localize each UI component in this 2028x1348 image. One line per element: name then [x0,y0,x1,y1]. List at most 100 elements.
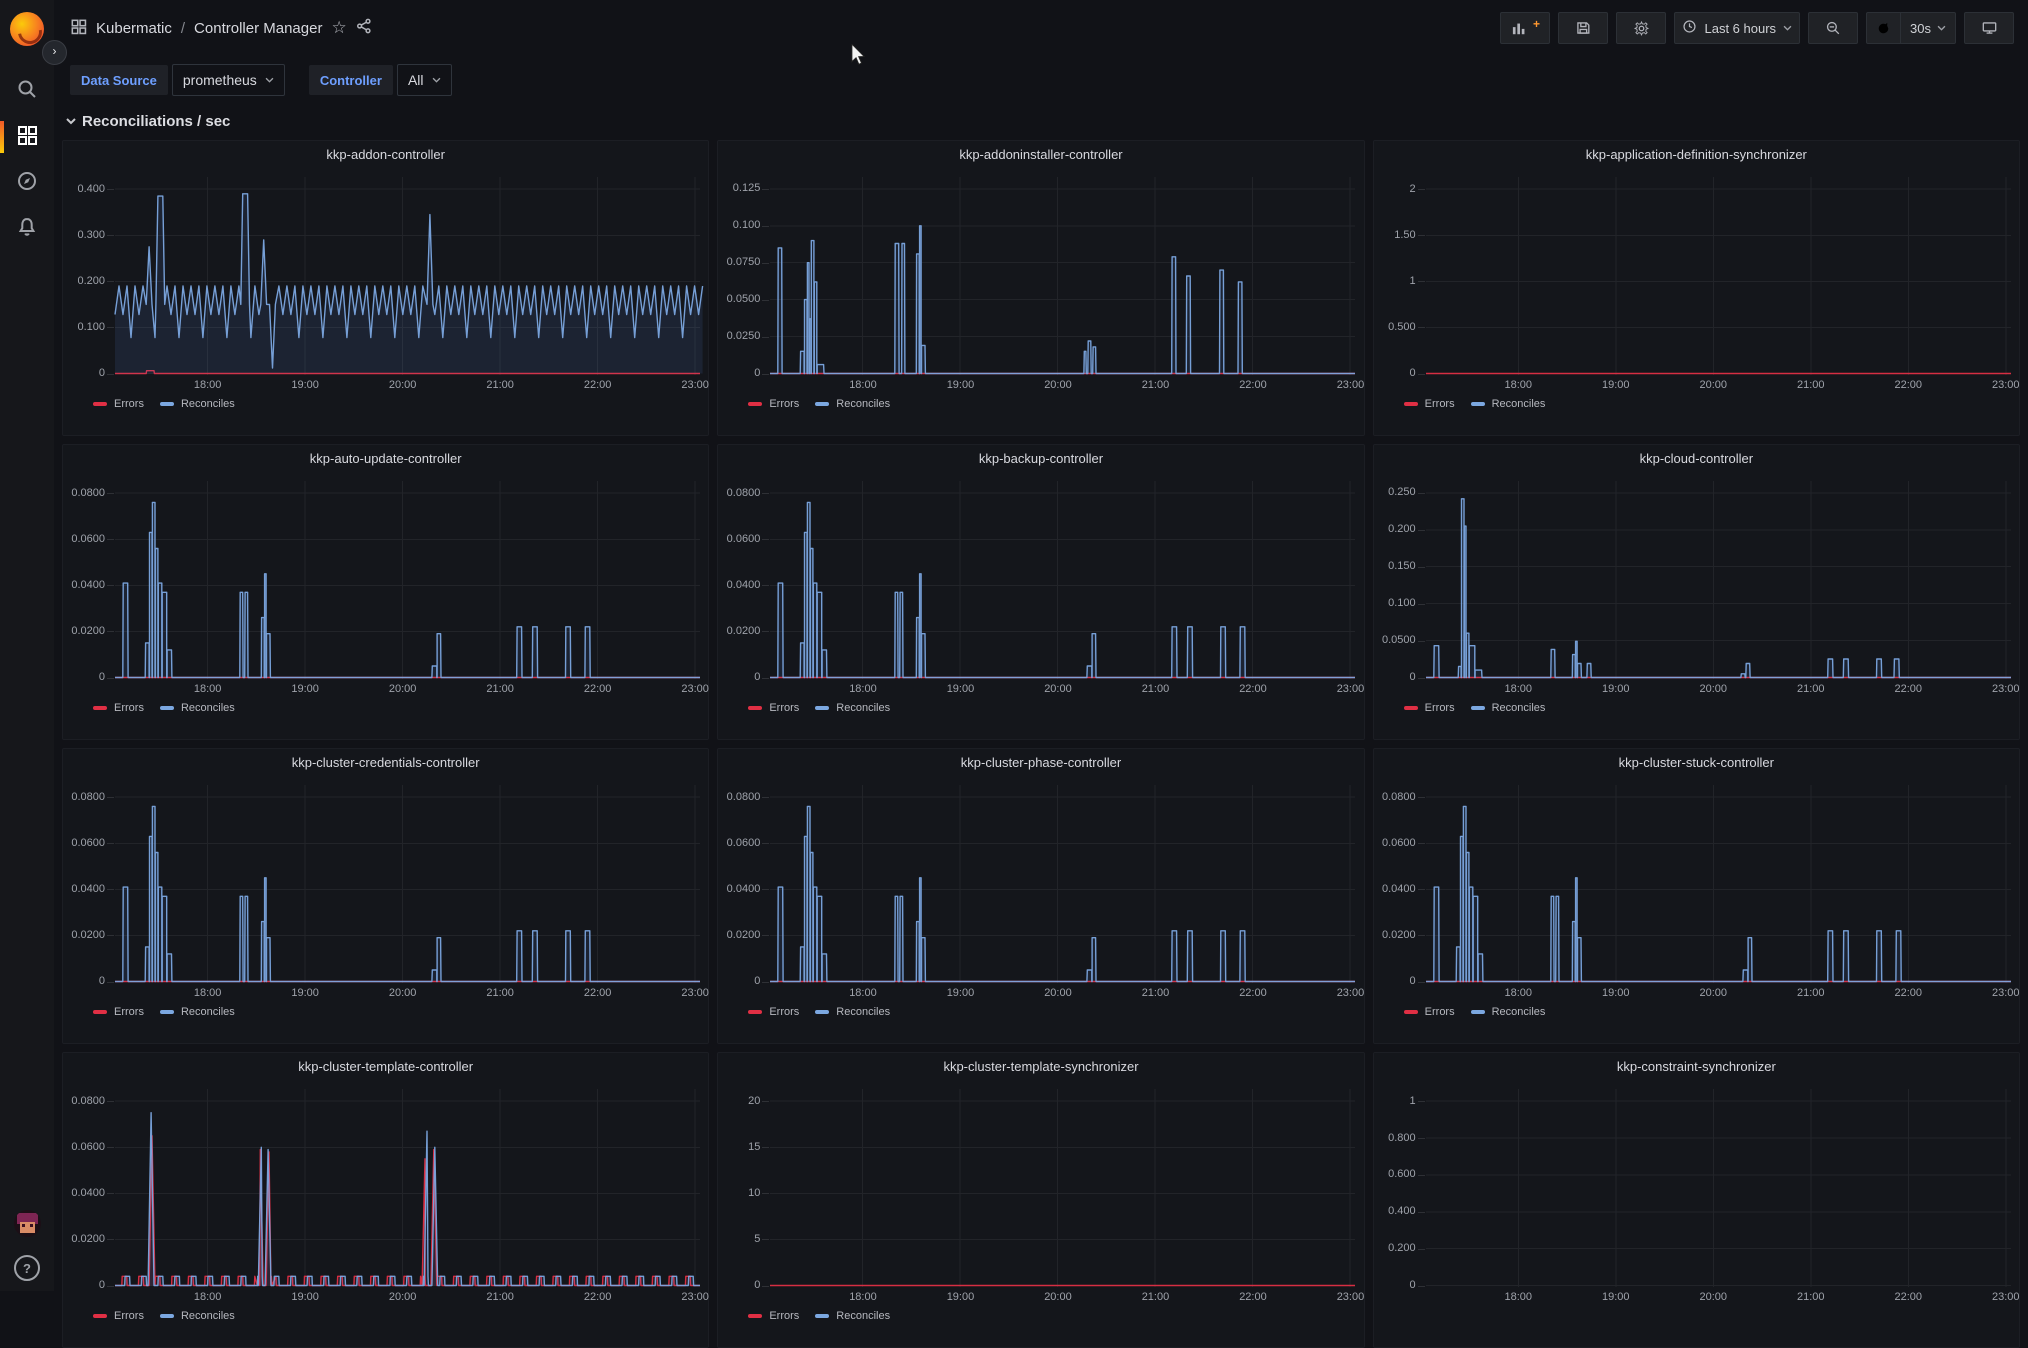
page-title[interactable]: Controller Manager [194,19,323,37]
panel-title[interactable]: kkp-cloud-controller [1639,451,1754,466]
plot-area[interactable] [115,1089,700,1287]
dashboard-settings-button[interactable] [1616,12,1667,44]
panel-title[interactable]: kkp-addon-controller [326,147,445,162]
x-tick-label: 18:00 [1504,379,1533,391]
panel-title[interactable]: kkp-constraint-synchronizer [1616,1059,1776,1074]
controller-label[interactable]: Controller [308,65,393,95]
legend-item[interactable]: Reconciles [815,398,890,410]
legend-item[interactable]: Errors [93,702,144,714]
x-tick-label: 19:00 [291,683,319,695]
y-tick-label: 0.250 [1388,486,1416,499]
help-icon[interactable]: ? [14,1255,40,1281]
kiosk-mode-button[interactable] [1964,12,2014,44]
y-axis: 1 0.800 0.600 0.400 0.200 0 [1376,1089,1426,1291]
legend-item[interactable]: Reconciles [159,702,235,714]
legend-item[interactable]: Errors [748,702,799,714]
legend-label: Reconciles [836,1310,891,1322]
plot-area[interactable] [770,177,1356,375]
legend-item[interactable]: Errors [748,398,799,410]
x-tick-label: 21:00 [1141,1291,1170,1303]
time-range-picker[interactable]: Last 6 hours [1674,12,1801,44]
plot-area[interactable] [770,1089,1356,1287]
refresh-button[interactable] [1867,13,1900,43]
legend-item[interactable]: Errors [93,1310,144,1322]
refresh-interval-dropdown[interactable]: 30s [1900,13,1955,43]
legend-item[interactable]: Reconciles [159,1310,235,1322]
grafana-logo[interactable] [10,12,44,46]
plot-area[interactable] [115,785,700,983]
star-icon[interactable]: ☆ [331,18,347,37]
legend-item[interactable]: Errors [93,1006,144,1018]
row-reconciliations[interactable]: Reconciliations / sec [66,110,2028,132]
apps-grid-icon [70,18,87,39]
sidebar-item-explore[interactable] [0,160,54,206]
legend-item[interactable]: Errors [1403,1006,1455,1018]
y-tick-label: 0 [1409,671,1416,683]
plot-area[interactable] [115,481,700,679]
sidebar-item-dashboards[interactable] [0,114,54,160]
legend-item[interactable]: Errors [748,1006,799,1018]
share-icon[interactable] [356,18,372,38]
plot-area[interactable] [770,785,1356,983]
legend-item[interactable]: Reconciles [1470,1006,1545,1018]
legend-item[interactable]: Errors [1403,702,1455,714]
legend-item[interactable]: Reconciles [159,398,235,410]
legend-swatch [815,402,830,406]
legend-label: Reconciles [1491,702,1546,714]
breadcrumb-folder[interactable]: Kubermatic [96,19,172,37]
sidebar-item-search[interactable] [0,68,54,114]
panel-title[interactable]: kkp-addoninstaller-controller [959,147,1123,162]
legend-item[interactable]: Reconciles [815,1310,890,1322]
plot-area[interactable] [1425,481,2011,679]
legend-item[interactable]: Errors [748,1310,799,1322]
panel-title[interactable]: kkp-auto-update-controller [309,451,462,466]
datasource-label[interactable]: Data Source [70,65,168,95]
plot-area[interactable] [1425,785,2011,983]
dashboards-grid-icon [16,124,38,151]
legend: Errors Reconciles [748,1002,1363,1022]
controller-dropdown[interactable]: All [396,64,452,96]
y-tick-label: 1.50 [1394,228,1416,241]
x-tick-label: 19:00 [946,683,975,695]
panel-title[interactable]: kkp-cluster-template-synchronizer [943,1059,1139,1074]
y-tick-label: 0.0800 [726,486,761,499]
legend [1404,1306,2019,1326]
save-dashboard-button[interactable] [1558,12,1609,44]
legend-swatch [159,706,174,710]
plot-area[interactable] [114,177,704,375]
plot-area[interactable] [770,481,1356,679]
user-avatar[interactable] [13,1210,41,1237]
legend-item[interactable]: Reconciles [815,1006,890,1018]
sidebar-expand-button[interactable]: › [42,40,67,65]
panel-title[interactable]: kkp-backup-controller [978,451,1104,466]
datasource-dropdown[interactable]: prometheus [171,64,285,96]
controller-value: All [407,72,424,88]
x-axis: 18:00 19:00 20:00 21:00 22:00 23:00 [1426,375,2020,393]
panel-title[interactable]: kkp-cluster-phase-controller [960,755,1122,770]
chevron-down-icon [66,112,76,130]
plot-area[interactable] [1425,177,2011,375]
zoom-out-button[interactable] [1808,12,1859,44]
x-tick-label: 23:00 [681,1291,709,1303]
legend-item[interactable]: Reconciles [1470,398,1545,410]
legend-item[interactable]: Errors [1403,398,1455,410]
legend-item[interactable]: Reconciles [1470,702,1546,714]
plot-area[interactable] [1425,1089,2011,1287]
legend-item[interactable]: Reconciles [815,702,890,714]
panel-title[interactable]: kkp-application-definition-synchronizer [1585,147,1807,162]
x-tick-label: 23:00 [681,987,709,999]
template-variables-row: Data Source prometheus Controller All [54,56,2028,96]
legend-swatch [1470,402,1485,406]
x-axis: 18:00 19:00 20:00 21:00 22:00 23:00 [1426,679,2020,697]
panel-title[interactable]: kkp-cluster-credentials-controller [291,755,480,770]
panel-title[interactable]: kkp-cluster-template-controller [298,1059,474,1074]
panel-title[interactable]: kkp-cluster-stuck-controller [1618,755,1774,770]
add-panel-button[interactable]: + [1500,12,1551,44]
x-tick-label: 22:00 [1894,683,1923,695]
y-tick-label: 0 [1409,367,1416,379]
breadcrumb: Kubermatic / Controller Manager ☆ [70,18,372,39]
sidebar-item-alerting[interactable] [0,206,54,252]
legend-item[interactable]: Reconciles [159,1006,235,1018]
chart-panel: kkp-addoninstaller-controller 0.125 0.100 0… [717,140,1365,436]
legend-item[interactable]: Errors [93,398,144,410]
